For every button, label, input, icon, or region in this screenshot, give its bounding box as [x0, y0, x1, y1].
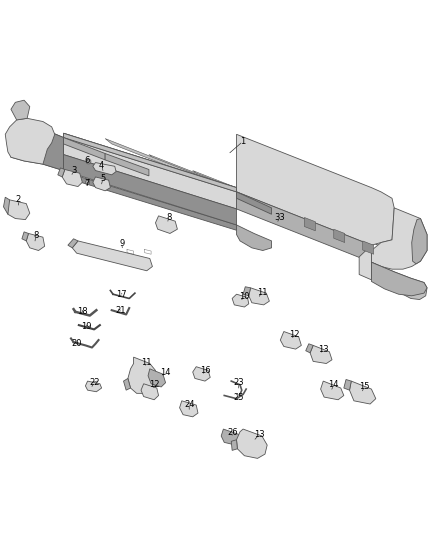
- Text: 14: 14: [328, 381, 339, 389]
- Polygon shape: [26, 233, 45, 251]
- Polygon shape: [237, 192, 371, 262]
- Polygon shape: [321, 381, 344, 400]
- Polygon shape: [7, 200, 30, 220]
- Text: 18: 18: [77, 308, 88, 316]
- Polygon shape: [193, 367, 210, 381]
- Text: 11: 11: [141, 358, 152, 367]
- Text: 3: 3: [71, 166, 76, 175]
- Polygon shape: [155, 216, 177, 233]
- Polygon shape: [334, 229, 345, 243]
- Text: 11: 11: [257, 288, 267, 296]
- Text: 16: 16: [200, 366, 210, 375]
- Text: 13: 13: [254, 430, 265, 439]
- Text: 9: 9: [119, 239, 124, 248]
- Polygon shape: [221, 429, 241, 445]
- Text: 12: 12: [289, 330, 300, 339]
- Polygon shape: [39, 129, 64, 171]
- Polygon shape: [128, 357, 157, 393]
- Polygon shape: [249, 288, 269, 305]
- Polygon shape: [64, 155, 237, 225]
- Text: 20: 20: [71, 340, 82, 348]
- Text: 8: 8: [166, 213, 171, 222]
- Polygon shape: [11, 127, 64, 155]
- Polygon shape: [231, 440, 237, 450]
- Polygon shape: [310, 345, 332, 364]
- Text: 15: 15: [359, 382, 370, 391]
- Text: 10: 10: [239, 292, 250, 301]
- Polygon shape: [72, 241, 152, 271]
- Text: 12: 12: [149, 381, 159, 389]
- Polygon shape: [180, 401, 198, 417]
- Polygon shape: [243, 287, 251, 296]
- Polygon shape: [105, 154, 149, 176]
- Text: 4: 4: [99, 161, 104, 169]
- Polygon shape: [64, 133, 237, 192]
- Polygon shape: [62, 169, 82, 187]
- Polygon shape: [237, 429, 267, 458]
- Polygon shape: [237, 134, 394, 245]
- Polygon shape: [237, 225, 272, 251]
- Polygon shape: [371, 208, 427, 269]
- Polygon shape: [371, 262, 427, 300]
- Text: 13: 13: [318, 345, 328, 353]
- Polygon shape: [68, 239, 78, 248]
- Text: 7: 7: [84, 180, 89, 188]
- Text: 24: 24: [184, 400, 194, 408]
- Polygon shape: [93, 177, 110, 191]
- Text: 33: 33: [274, 213, 285, 222]
- Polygon shape: [237, 192, 272, 214]
- Text: 19: 19: [81, 322, 92, 330]
- Polygon shape: [77, 146, 236, 205]
- Text: 22: 22: [89, 378, 99, 387]
- Text: 5: 5: [100, 174, 106, 183]
- Polygon shape: [93, 163, 116, 175]
- Polygon shape: [124, 378, 131, 390]
- Text: 6: 6: [84, 157, 89, 165]
- Polygon shape: [77, 140, 391, 206]
- Polygon shape: [5, 118, 55, 164]
- Polygon shape: [148, 369, 166, 387]
- Polygon shape: [64, 138, 105, 160]
- Polygon shape: [363, 241, 374, 254]
- Polygon shape: [10, 144, 64, 171]
- Text: 26: 26: [228, 429, 238, 437]
- Polygon shape: [193, 171, 335, 229]
- Polygon shape: [85, 381, 102, 392]
- Text: 14: 14: [160, 368, 171, 376]
- Polygon shape: [412, 219, 427, 264]
- Polygon shape: [11, 100, 30, 120]
- Text: 21: 21: [115, 306, 126, 314]
- Text: 23: 23: [233, 378, 244, 387]
- Polygon shape: [22, 232, 28, 241]
- Polygon shape: [232, 294, 249, 307]
- Polygon shape: [237, 187, 378, 245]
- Polygon shape: [306, 344, 313, 353]
- Text: 25: 25: [233, 393, 244, 401]
- Polygon shape: [371, 262, 427, 296]
- Polygon shape: [58, 168, 65, 177]
- Polygon shape: [344, 379, 351, 390]
- Polygon shape: [64, 133, 237, 192]
- Text: 2: 2: [16, 196, 21, 204]
- Polygon shape: [359, 245, 371, 280]
- Text: 1: 1: [240, 137, 246, 146]
- Polygon shape: [64, 134, 392, 208]
- Polygon shape: [4, 197, 10, 214]
- Text: 17: 17: [117, 290, 127, 298]
- Text: 8: 8: [33, 231, 39, 240]
- Polygon shape: [280, 332, 301, 349]
- Polygon shape: [64, 133, 237, 209]
- Polygon shape: [304, 217, 315, 231]
- Polygon shape: [149, 155, 291, 213]
- Polygon shape: [64, 172, 237, 230]
- Polygon shape: [350, 381, 376, 404]
- Polygon shape: [141, 384, 159, 400]
- Polygon shape: [105, 139, 247, 197]
